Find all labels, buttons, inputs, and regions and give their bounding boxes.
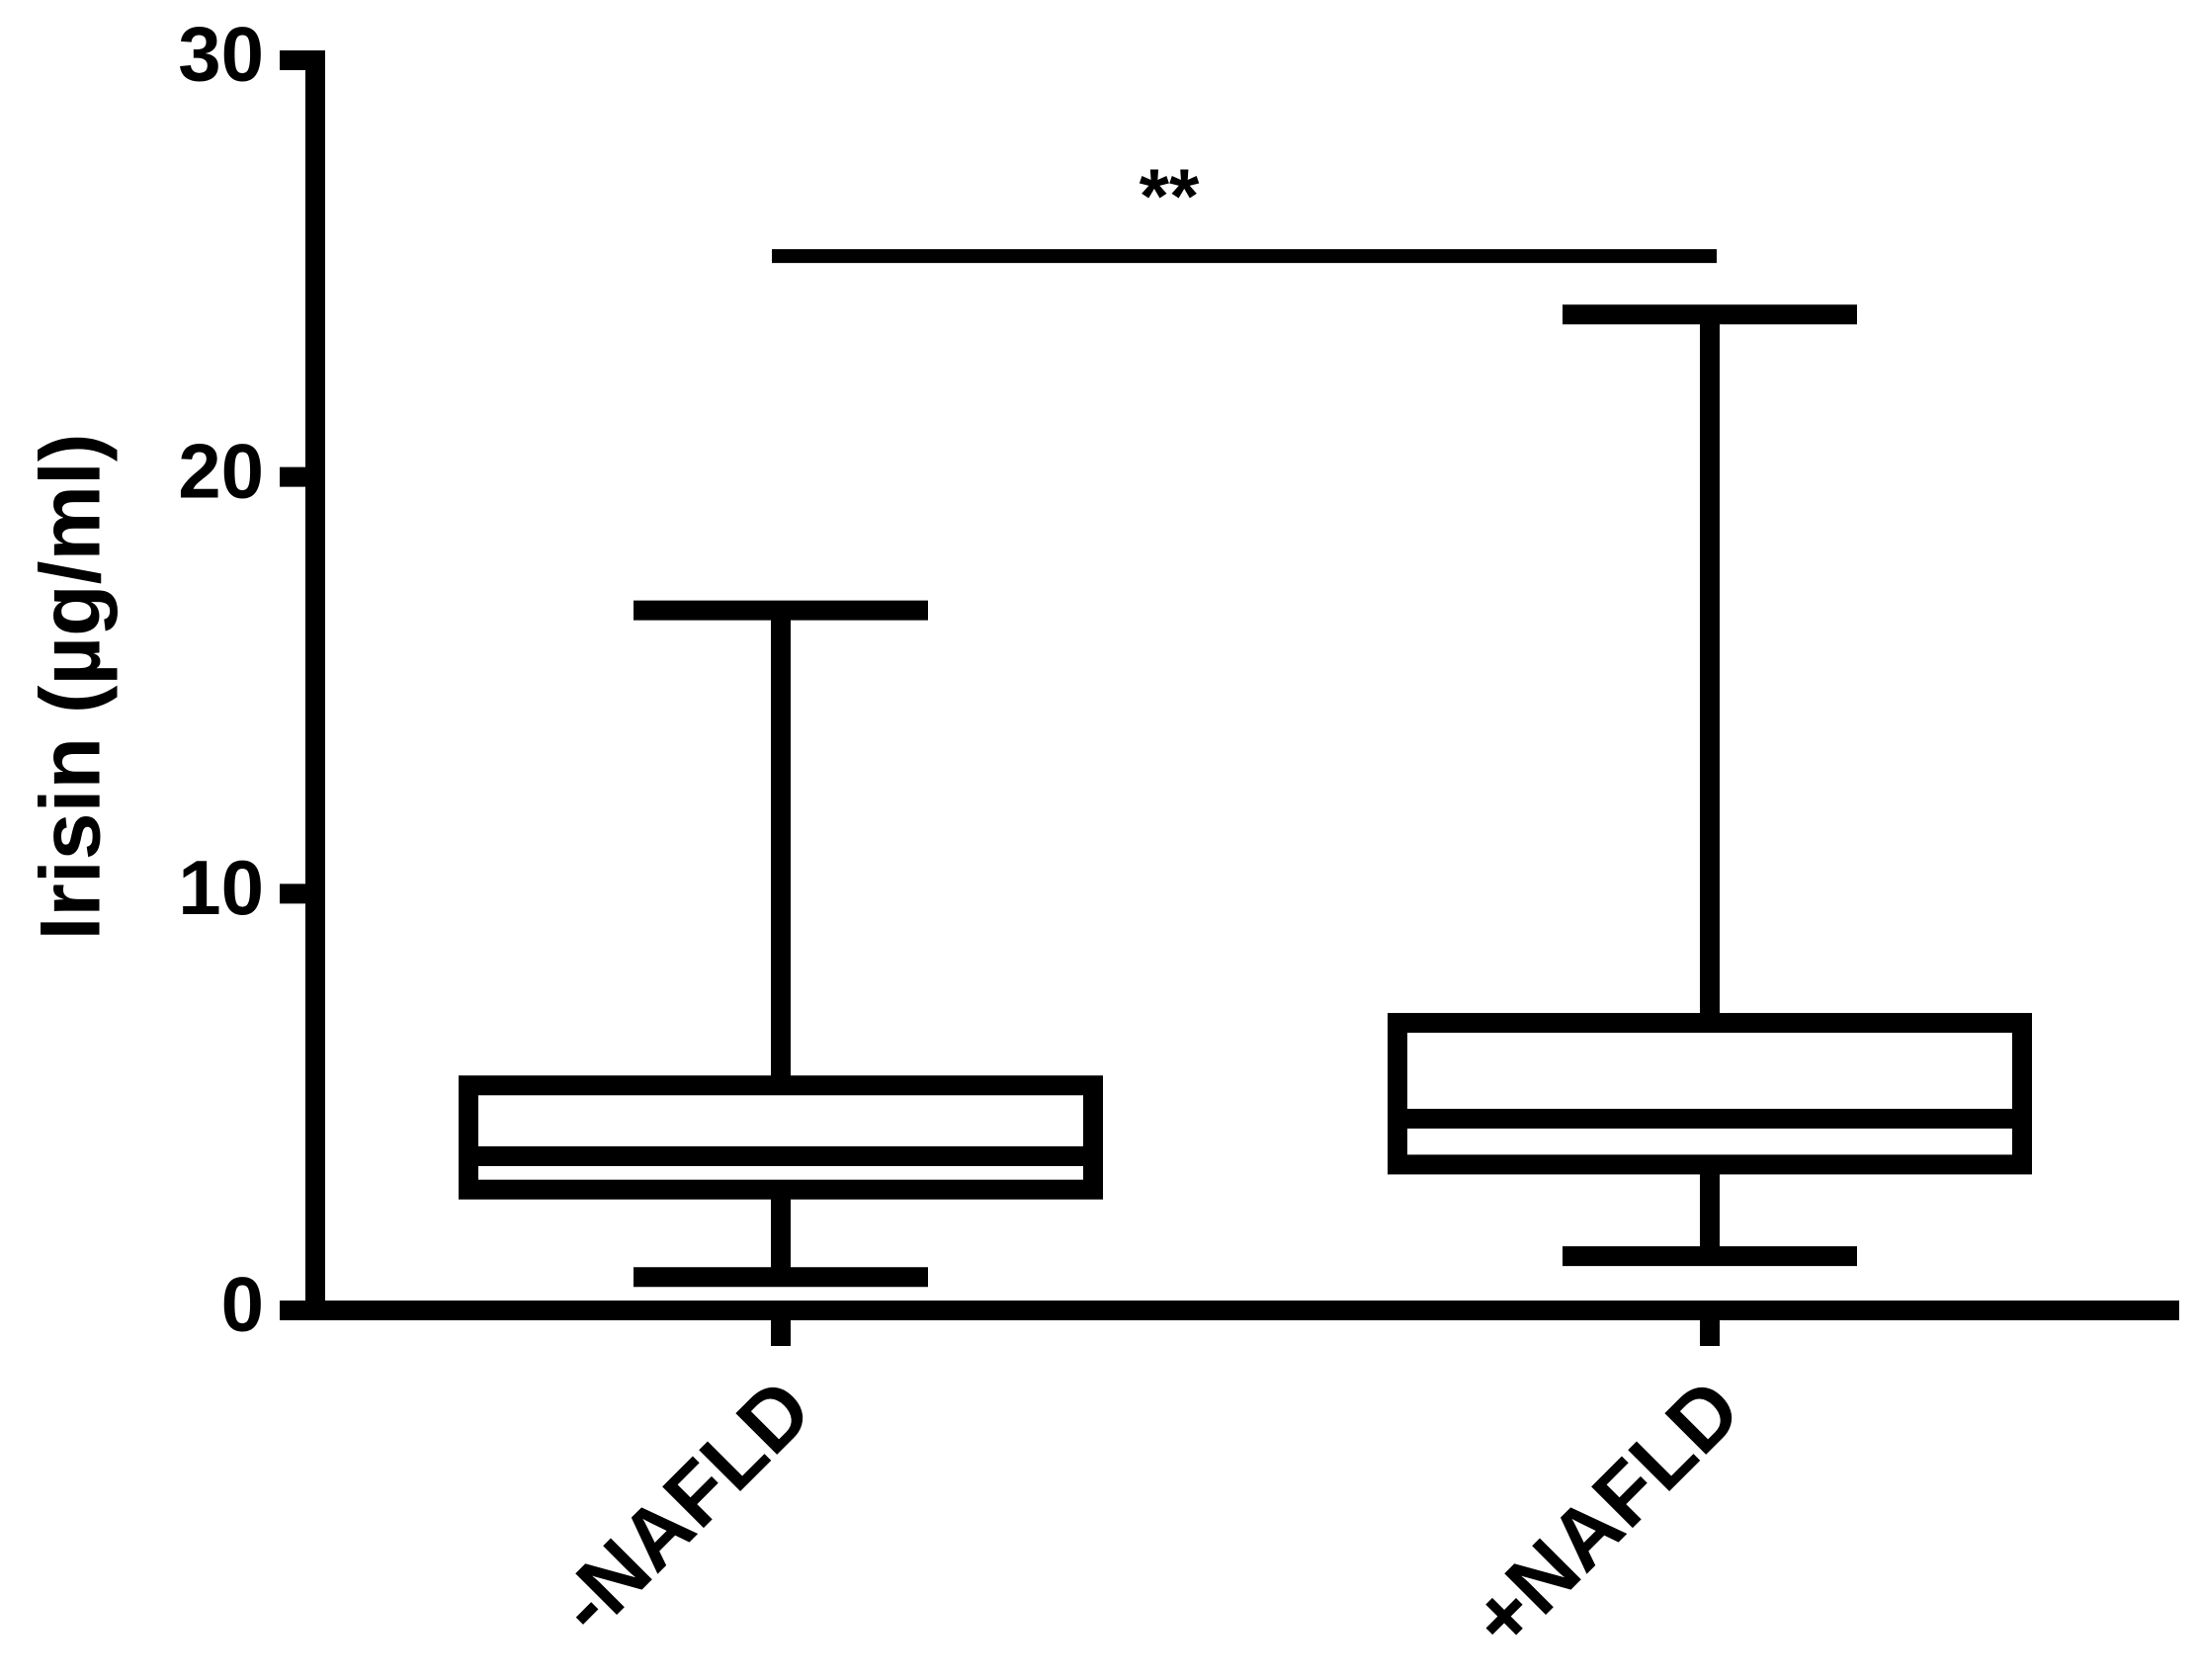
x-tick-label: +NAFLD bbox=[1453, 1362, 1758, 1667]
box bbox=[1388, 1013, 2032, 1175]
x-tick-label: -NAFLD bbox=[539, 1362, 829, 1652]
y-tick-label: 10 bbox=[178, 844, 264, 931]
y-tick-label: 30 bbox=[178, 11, 264, 98]
y-tick-label: 0 bbox=[221, 1261, 264, 1348]
significance-label: ** bbox=[1140, 152, 1200, 239]
y-tick-label: 20 bbox=[178, 427, 264, 514]
box bbox=[459, 1075, 1103, 1200]
y-axis-label: Irisin (µg/ml) bbox=[24, 433, 119, 940]
